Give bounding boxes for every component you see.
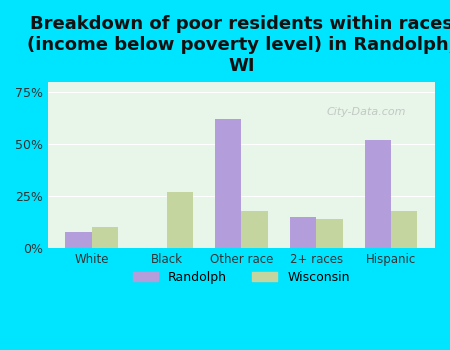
Bar	[316, 219, 342, 248]
Bar	[365, 140, 391, 248]
Bar	[166, 192, 193, 248]
Bar	[290, 217, 316, 248]
Bar	[65, 232, 92, 248]
Bar	[215, 119, 242, 248]
Title: Breakdown of poor residents within races
(income below poverty level) in Randolp: Breakdown of poor residents within races…	[27, 15, 450, 75]
Legend: Randolph, Wisconsin: Randolph, Wisconsin	[128, 266, 355, 289]
Bar	[391, 211, 418, 248]
Bar	[242, 211, 268, 248]
Text: City-Data.com: City-Data.com	[327, 107, 406, 117]
Bar	[92, 228, 118, 248]
